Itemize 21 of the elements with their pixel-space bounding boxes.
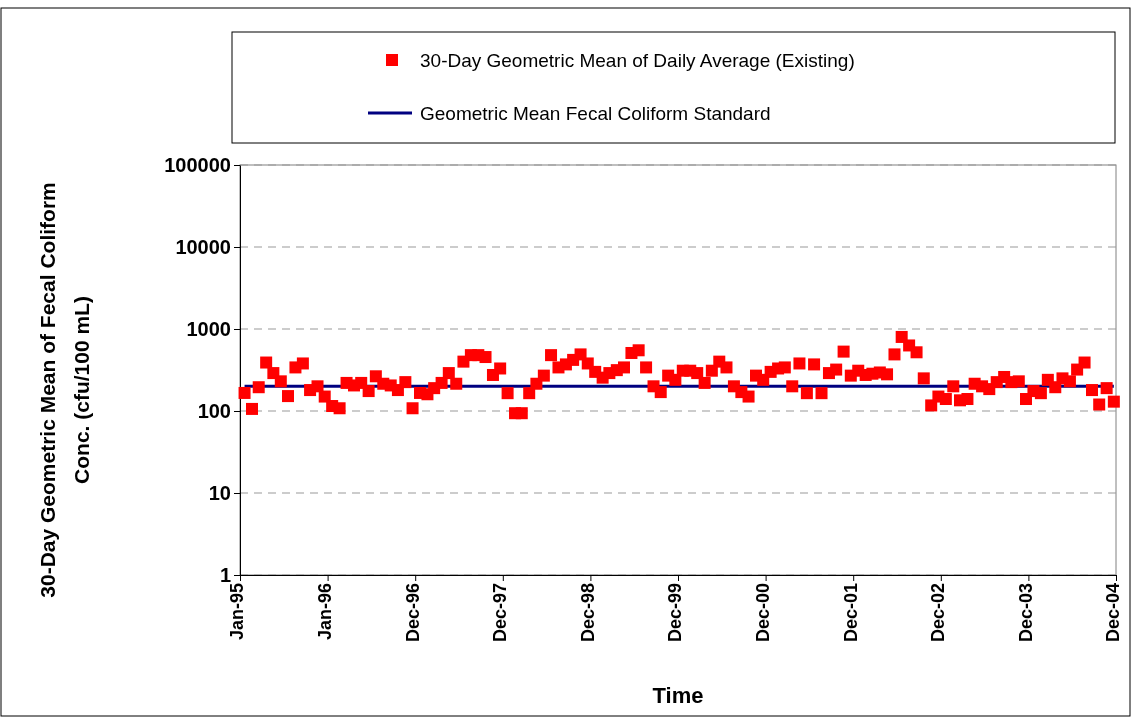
y-tick-label: 1000 [186, 317, 231, 340]
x-tick-label: Dec-99 [665, 583, 686, 643]
x-tick-label: Dec-96 [402, 583, 423, 643]
y-tick-label: 100000 [164, 153, 231, 176]
y-tick-label: 10 [208, 481, 231, 504]
legend-label: Geometric Mean Fecal Coliform Standard [420, 102, 771, 124]
y-axis-title: 30-Day Geometric Mean of Fecal Coliform Conc. (cfu/100 mL) [36, 182, 93, 598]
legend-label: 30-Day Geometric Mean of Daily Average (Existing) [420, 49, 855, 71]
x-tick-label: Dec-00 [753, 583, 774, 643]
x-tick-label: Dec-98 [577, 583, 598, 643]
x-tick-label: Dec-02 [928, 583, 949, 643]
x-tick-label: Jan-96 [315, 583, 336, 641]
x-tick-label: Dec-03 [1015, 583, 1036, 643]
y-tick-label: 1 [219, 563, 231, 586]
y-tick-label: 10000 [175, 235, 231, 258]
y-tick-label: 100 [197, 399, 231, 422]
x-tick-label: Jan-95 [227, 583, 248, 641]
x-tick-label: Dec-97 [490, 583, 511, 643]
x-axis-title: Time [652, 683, 704, 708]
x-tick-label: Dec-01 [840, 583, 861, 643]
x-tick-label: Dec-04 [1103, 583, 1124, 643]
